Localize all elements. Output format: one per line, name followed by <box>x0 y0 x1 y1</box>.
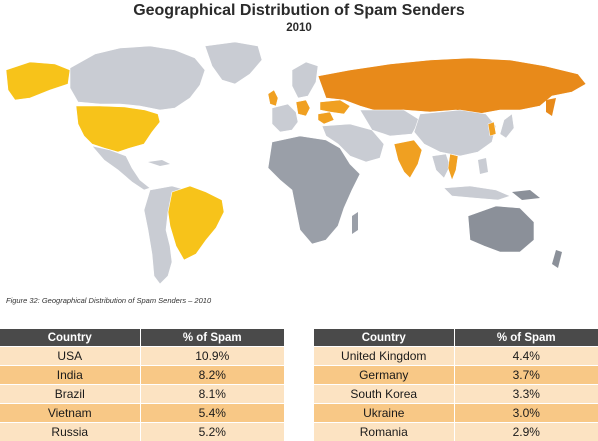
cell-percent: 3.0% <box>454 404 598 423</box>
cell-country: Russia <box>0 423 140 441</box>
map-region-greenland <box>205 42 262 84</box>
cell-percent: 5.4% <box>140 404 284 423</box>
table-row: United Kingdom 4.4% <box>314 347 598 366</box>
map-region-australia <box>468 206 534 252</box>
figure-caption: Figure 32: Geographical Distribution of … <box>6 296 211 305</box>
table-row: Brazil 8.1% <box>0 385 284 404</box>
cell-percent: 4.4% <box>454 347 598 366</box>
cell-country: Brazil <box>0 385 140 404</box>
map-region-southeast-asia <box>432 154 450 178</box>
cell-country: India <box>0 366 140 385</box>
column-header-percent: % of Spam <box>454 329 598 347</box>
table-row: South Korea 3.3% <box>314 385 598 404</box>
column-header-percent: % of Spam <box>140 329 284 347</box>
map-region-canada <box>70 46 205 110</box>
map-region-india <box>394 140 422 178</box>
table-row: Germany 3.7% <box>314 366 598 385</box>
cell-country: USA <box>0 347 140 366</box>
world-map <box>0 40 598 290</box>
map-region-romania <box>318 112 334 124</box>
cell-country: Ukraine <box>314 404 454 423</box>
map-region-usa <box>76 106 160 152</box>
map-region-alaska <box>6 62 70 100</box>
spam-table-right: Country % of Spam United Kingdom 4.4% Ge… <box>314 329 598 441</box>
cell-country: Germany <box>314 366 454 385</box>
map-region-philippines <box>478 158 488 174</box>
column-header-country: Country <box>0 329 140 347</box>
map-region-mexico <box>92 146 150 190</box>
cell-percent: 3.3% <box>454 385 598 404</box>
table-row: India 8.2% <box>0 366 284 385</box>
map-region-new-guinea <box>512 190 540 200</box>
table-row: Vietnam 5.4% <box>0 404 284 423</box>
page-subtitle: 2010 <box>0 22 598 34</box>
cell-percent: 8.2% <box>140 366 284 385</box>
cell-country: United Kingdom <box>314 347 454 366</box>
cell-percent: 2.9% <box>454 423 598 441</box>
map-region-brazil <box>168 186 224 260</box>
spam-table-left: Country % of Spam USA 10.9% India 8.2% B… <box>0 329 284 441</box>
cell-percent: 8.1% <box>140 385 284 404</box>
map-region-japan <box>500 114 514 138</box>
map-region-ukraine <box>320 100 350 114</box>
map-region-uk <box>268 90 278 106</box>
cell-country: South Korea <box>314 385 454 404</box>
table-row: USA 10.9% <box>0 347 284 366</box>
map-region-scandinavia <box>292 62 318 98</box>
map-region-vietnam <box>448 154 458 180</box>
cell-percent: 5.2% <box>140 423 284 441</box>
cell-country: Romania <box>314 423 454 441</box>
table-row: Russia 5.2% <box>0 423 284 441</box>
map-region-indonesia <box>444 186 510 200</box>
cell-country: Vietnam <box>0 404 140 423</box>
table-row: Romania 2.9% <box>314 423 598 441</box>
map-region-russia <box>318 58 586 114</box>
map-region-kamchatka <box>546 98 556 116</box>
map-region-caribbean <box>148 160 170 166</box>
map-region-madagascar <box>352 212 358 234</box>
map-region-germany <box>296 100 310 116</box>
map-region-china <box>414 110 496 156</box>
cell-percent: 10.9% <box>140 347 284 366</box>
map-region-new-zealand <box>552 250 562 268</box>
column-header-country: Country <box>314 329 454 347</box>
table-row: Ukraine 3.0% <box>314 404 598 423</box>
map-region-europe <box>272 104 298 132</box>
page-title: Geographical Distribution of Spam Sender… <box>0 2 598 20</box>
cell-percent: 3.7% <box>454 366 598 385</box>
